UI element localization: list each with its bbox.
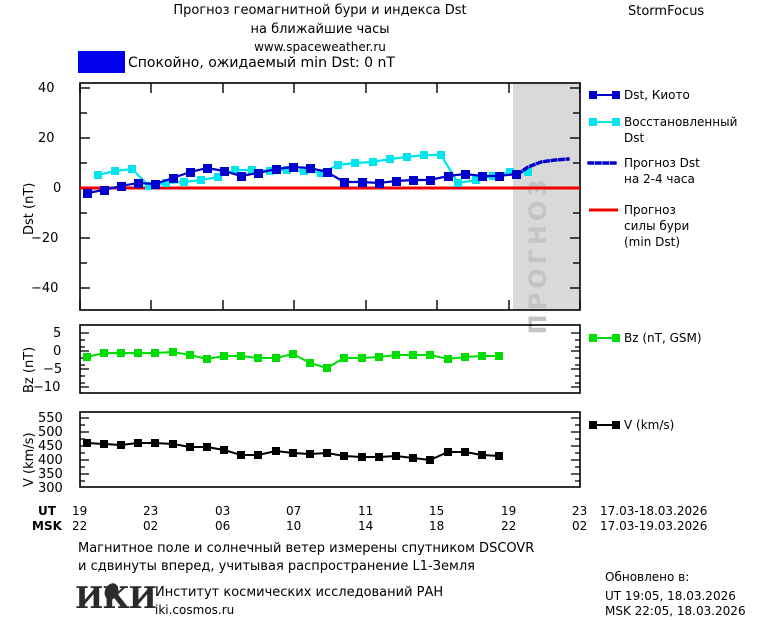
v-ytick-400: 400 xyxy=(38,453,63,468)
bz-panel-group xyxy=(79,324,581,394)
msk-tick-7: 02 xyxy=(572,519,588,533)
legend-swatch-bz xyxy=(589,334,620,342)
legend-swatch-dst-kyoto xyxy=(589,91,620,99)
ut-tick-1: 23 xyxy=(143,504,159,518)
legend-label-storm-3: (min Dst) xyxy=(624,235,681,249)
bz-ytick-5: 5 xyxy=(53,326,62,341)
msk-tick-1: 02 xyxy=(143,519,159,533)
ut-tick-6: 19 xyxy=(501,504,517,518)
forecast-dst-dotted xyxy=(515,157,570,177)
updated-msk: MSK 22:05, 18.03.2026 xyxy=(605,604,746,618)
v-plot-frame xyxy=(79,411,581,488)
legend-label-dst-kyoto: Dst, Киото xyxy=(624,88,690,102)
dst-forecast-band xyxy=(513,83,580,310)
v-ytick-350: 350 xyxy=(38,467,63,482)
msk-row-label: MSK xyxy=(32,519,62,533)
v-markers xyxy=(83,439,503,464)
dst-ytick-20: 20 xyxy=(38,131,55,146)
v-ytick-450: 450 xyxy=(38,439,63,454)
ut-tick-3: 07 xyxy=(286,504,302,518)
ut-row-label: UT xyxy=(38,504,56,518)
forecast-watermark: ПРОГНОЗ xyxy=(524,176,552,335)
website-label: www.spaceweather.ru xyxy=(254,40,386,54)
legend-label-restored-dst-2: Dst xyxy=(624,131,645,145)
page-title-line2: на ближайшие часы xyxy=(250,22,390,37)
legend-label-forecast-dst-1: Прогноз Dst xyxy=(624,156,700,170)
ut-tick-5: 15 xyxy=(429,504,445,518)
footer-note-line1: Магнитное поле и солнечный ветер измерен… xyxy=(78,541,535,556)
footer-org-site: iki.cosmos.ru xyxy=(155,603,235,617)
bz-markers xyxy=(83,348,503,372)
footer-org: Институт космических исследований РАН xyxy=(155,585,444,600)
dst-ytick-m20: −20 xyxy=(31,231,59,246)
brand-label: StormFocus xyxy=(628,4,705,19)
bz-y-ticks xyxy=(80,332,580,388)
dst-x-ticks xyxy=(79,83,581,310)
v-ytick-300: 300 xyxy=(38,481,63,496)
dst-panel-group: ПРОГНОЗ xyxy=(79,82,581,335)
msk-tick-4: 14 xyxy=(358,519,374,533)
updated-ut: UT 19:05, 18.03.2026 xyxy=(605,589,736,603)
v-ytick-550: 550 xyxy=(38,411,63,426)
ut-tick-0: 19 xyxy=(72,504,88,518)
dst-ytick-0: 0 xyxy=(53,181,62,196)
legend-swatches xyxy=(587,91,620,429)
msk-date-range: 17.03-19.03.2026 xyxy=(600,519,708,533)
legend-swatch-restored-dst xyxy=(589,118,620,126)
ut-date-range: 17.03-18.03.2026 xyxy=(600,504,708,518)
ut-tick-7: 23 xyxy=(572,504,588,518)
dst-ytick-40: 40 xyxy=(38,81,55,96)
status-color-swatch xyxy=(78,51,125,73)
legend-label-storm-2: силы бури xyxy=(624,219,690,233)
v-ytick-500: 500 xyxy=(38,425,63,440)
legend-label-storm-1: Прогноз xyxy=(624,203,676,217)
msk-tick-3: 10 xyxy=(286,519,302,533)
page-title-line1: Прогноз геомагнитной бури и индекса Dst xyxy=(173,3,467,18)
ut-tick-4: 11 xyxy=(358,504,374,518)
bz-ytick-m5: −5 xyxy=(43,362,63,377)
status-text: Спокойно, ожидаемый min Dst: 0 nT xyxy=(128,55,395,71)
msk-tick-5: 18 xyxy=(429,519,445,533)
legend-swatch-v xyxy=(589,421,620,429)
ut-tick-2: 03 xyxy=(215,504,231,518)
legend-label-v: V (km/s) xyxy=(624,418,675,432)
bz-plot-frame xyxy=(79,324,581,394)
bz-ytick-0: 0 xyxy=(53,344,62,359)
v-panel-group xyxy=(79,411,581,488)
updated-label: Обновлено в: xyxy=(605,570,690,584)
msk-tick-6: 22 xyxy=(501,519,517,533)
dst-ytick-m40: −40 xyxy=(31,281,59,296)
msk-tick-0: 22 xyxy=(72,519,88,533)
legend-label-forecast-dst-2: на 2-4 часа xyxy=(624,172,695,186)
dst-plot-frame xyxy=(79,82,581,311)
dst-kyoto-markers xyxy=(83,163,521,198)
bz-ytick-m10: −10 xyxy=(33,380,61,395)
footer-note-line2: и сдвинуты вперед, учитывая распростране… xyxy=(78,559,475,574)
msk-tick-2: 06 xyxy=(215,519,231,533)
legend-label-restored-dst-1: Восстановленный xyxy=(624,115,738,129)
legend-label-bz: Bz (nT, GSM) xyxy=(624,331,702,345)
